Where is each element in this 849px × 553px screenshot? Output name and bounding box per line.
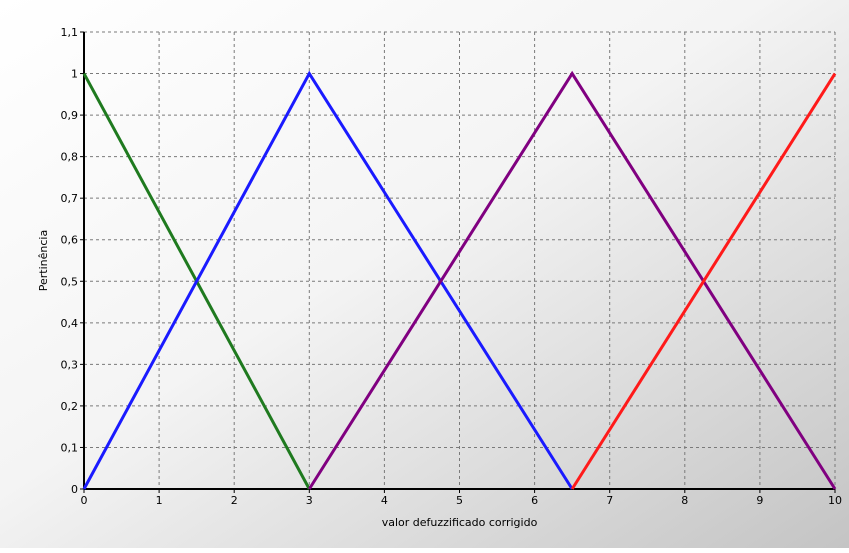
x-tick-label: 2 [231,494,238,507]
series [82,70,837,490]
y-tick-label: 0,5 [61,275,79,288]
tick-labels: 0 1 2 3 4 5 6 7 8 9 10 0 0,1 0,2 0,3 0,4 0,5 0,6 0,7 0,8 0,9… [61,26,843,507]
axes [80,31,836,493]
y-tick-label: 0,6 [61,234,79,247]
x-tick-label: 4 [381,494,388,507]
y-tick-label: 0,7 [61,192,79,205]
y-tick-label: 1 [71,68,78,81]
x-tick-label: 7 [606,494,613,507]
x-tick-label: 6 [531,494,538,507]
x-tick-label: 9 [756,494,763,507]
x-tick-label: 5 [456,494,463,507]
series-line-4 [570,72,837,490]
y-tick-label: 0 [71,483,78,496]
series-line-2 [82,70,574,490]
x-tick-label: 8 [681,494,688,507]
series-line-3 [308,70,837,490]
x-tick-label: 3 [306,494,313,507]
x-tick-label: 0 [81,494,88,507]
y-axis-label: Pertinência [37,230,50,291]
y-tick-label: 1,1 [61,26,79,39]
y-tick-label: 0,8 [61,151,79,164]
y-tick-label: 0,2 [61,400,79,413]
x-axis-label: valor defuzzificado corrigido [382,516,538,529]
y-tick-label: 0,9 [61,109,79,122]
y-tick-label: 0,4 [61,317,79,330]
x-tick-label: 10 [828,494,842,507]
x-tick-label: 1 [156,494,163,507]
y-tick-label: 0,3 [61,358,79,371]
y-tick-label: 0,1 [61,441,79,454]
grid [84,31,836,489]
